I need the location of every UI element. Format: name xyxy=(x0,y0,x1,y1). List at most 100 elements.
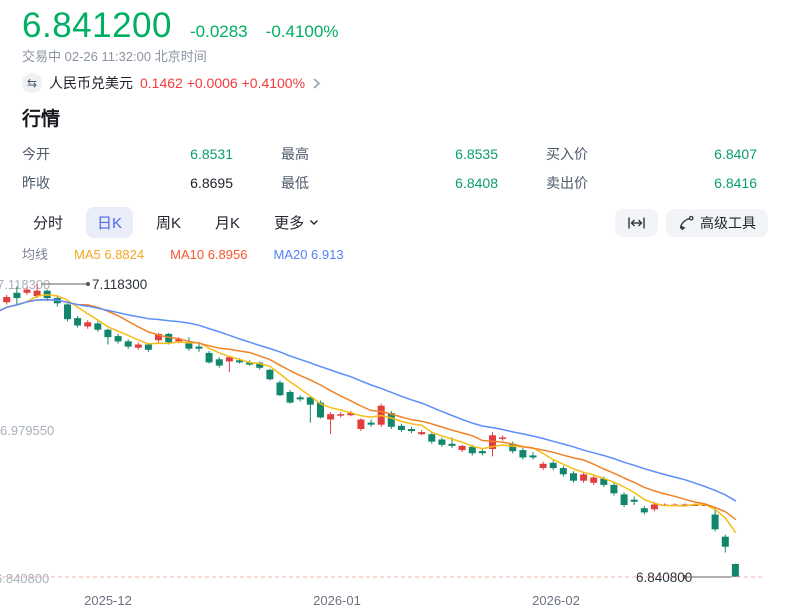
candle-body xyxy=(337,414,344,416)
candle-body xyxy=(418,432,425,434)
tab-weekly-k[interactable]: 周K xyxy=(145,207,192,238)
toolbar-buttons: 高级工具 xyxy=(615,209,768,237)
ma-legend-ma20: MA20 6.913 xyxy=(273,247,343,263)
tab-label: 周K xyxy=(156,212,181,233)
candle-body xyxy=(115,336,122,341)
quote-cell-1: 最高 6.8535 xyxy=(281,145,498,164)
candle-body xyxy=(104,330,111,337)
pair-name: 人民币兑美元 xyxy=(49,73,133,93)
quote-label: 昨收 xyxy=(22,174,50,193)
candle-body xyxy=(570,473,577,480)
quote-value: 6.8408 xyxy=(455,174,498,193)
chevron-right-icon xyxy=(312,77,321,90)
tab-daily-k[interactable]: 日K xyxy=(86,207,133,238)
candle-body xyxy=(297,397,304,399)
candle-body xyxy=(277,383,284,396)
pair-quote: 0.1462 +0.0006 +0.4100% xyxy=(140,75,305,91)
candle-body xyxy=(135,345,142,348)
ma-legend-ma5: MA5 6.8824 xyxy=(74,247,144,263)
tab-label: 日K xyxy=(97,212,122,233)
candle-body xyxy=(631,500,638,502)
quote-page: 6.841200 -0.0283 -0.4100% 交易中 02-26 11:3… xyxy=(0,0,790,263)
fit-width-button[interactable] xyxy=(615,209,658,237)
candle-body xyxy=(24,290,31,293)
quote-cell-3: 昨收 6.8695 xyxy=(22,174,233,193)
candle-body xyxy=(287,392,294,403)
tab-monthly-k[interactable]: 月K xyxy=(204,207,251,238)
candle-body xyxy=(641,508,648,512)
tab-more[interactable]: 更多 xyxy=(263,207,330,238)
inverse-pair-link[interactable]: ⇆ 人民币兑美元 0.1462 +0.0006 +0.4100% xyxy=(22,72,768,94)
candle-body xyxy=(125,341,132,346)
advanced-tools-button[interactable]: 高级工具 xyxy=(666,209,768,237)
chart-toolbar: 分时 日K 周K 月K 更多 高级工具 xyxy=(22,208,768,237)
tab-label: 更多 xyxy=(274,212,304,233)
candle-body xyxy=(590,478,597,483)
quote-label: 今开 xyxy=(22,145,50,164)
candle-body xyxy=(560,468,567,474)
candle-body xyxy=(610,485,617,493)
chevron-down-icon xyxy=(309,219,319,226)
candle-body xyxy=(469,447,476,453)
trading-status: 交易中 02-26 11:32:00 北京时间 xyxy=(22,49,768,64)
candle-body xyxy=(712,515,719,530)
candle-body xyxy=(3,297,10,302)
y-axis-label-low: 6.840800 xyxy=(0,571,49,586)
quote-cell-0: 今开 6.8531 xyxy=(22,145,233,164)
candle-body xyxy=(94,323,101,329)
quote-value: 6.8531 xyxy=(190,145,233,164)
quote-label: 最高 xyxy=(281,145,309,164)
candle-body xyxy=(479,451,486,453)
expand-width-icon xyxy=(627,216,646,230)
candle-body xyxy=(64,304,71,319)
candle-body xyxy=(74,318,81,325)
quote-label: 最低 xyxy=(281,174,309,193)
candle-body xyxy=(408,429,415,431)
candle-body xyxy=(196,347,203,349)
price-header: 6.841200 -0.0283 -0.4100% xyxy=(22,0,768,46)
quote-label: 买入价 xyxy=(546,145,588,164)
current-price: 6.841200 xyxy=(22,6,172,46)
candle-body xyxy=(368,423,375,425)
candle-body xyxy=(206,353,213,363)
candle-body xyxy=(580,474,587,480)
candle-body xyxy=(13,293,20,298)
swap-icon: ⇆ xyxy=(22,73,42,93)
candle-body xyxy=(398,426,405,430)
candle-body xyxy=(540,464,547,468)
advanced-tools-label: 高级工具 xyxy=(700,213,756,233)
y-axis-label-mid: 6.979550 xyxy=(0,423,54,438)
ma-legend-title: 均线 xyxy=(22,247,48,263)
candle-body xyxy=(185,343,192,348)
low-annotation-dot xyxy=(683,575,687,579)
candle-body xyxy=(216,359,223,365)
candle-body xyxy=(145,345,152,350)
candle-body xyxy=(327,414,334,419)
candle-body xyxy=(84,322,91,326)
quote-value: 6.8416 xyxy=(714,174,757,193)
candle-body xyxy=(428,434,435,441)
candle-body xyxy=(550,463,557,468)
quote-value: 6.8535 xyxy=(455,145,498,164)
quote-label: 卖出价 xyxy=(546,174,588,193)
candle-body xyxy=(621,494,628,505)
quote-cell-4: 最低 6.8408 xyxy=(281,174,498,193)
candle-body xyxy=(519,450,526,457)
tab-minute[interactable]: 分时 xyxy=(22,207,74,238)
period-tabs: 分时 日K 周K 月K 更多 xyxy=(22,207,330,238)
candle-body xyxy=(732,564,739,577)
price-change: -0.0283 xyxy=(190,22,248,42)
ma-legend-ma10: MA10 6.8956 xyxy=(170,247,247,263)
chart-canvas[interactable]: 7.1183006.9795506.8408007.1183006.840800… xyxy=(0,266,768,614)
candle-body xyxy=(459,446,466,450)
quote-cell-5: 卖出价 6.8416 xyxy=(546,174,757,193)
candle-body xyxy=(499,437,506,439)
high-annotation-dot xyxy=(86,282,90,286)
tab-label: 分时 xyxy=(33,212,63,233)
candle-body xyxy=(530,455,537,457)
candle-body xyxy=(438,440,445,445)
quote-value: 6.8695 xyxy=(190,174,233,193)
